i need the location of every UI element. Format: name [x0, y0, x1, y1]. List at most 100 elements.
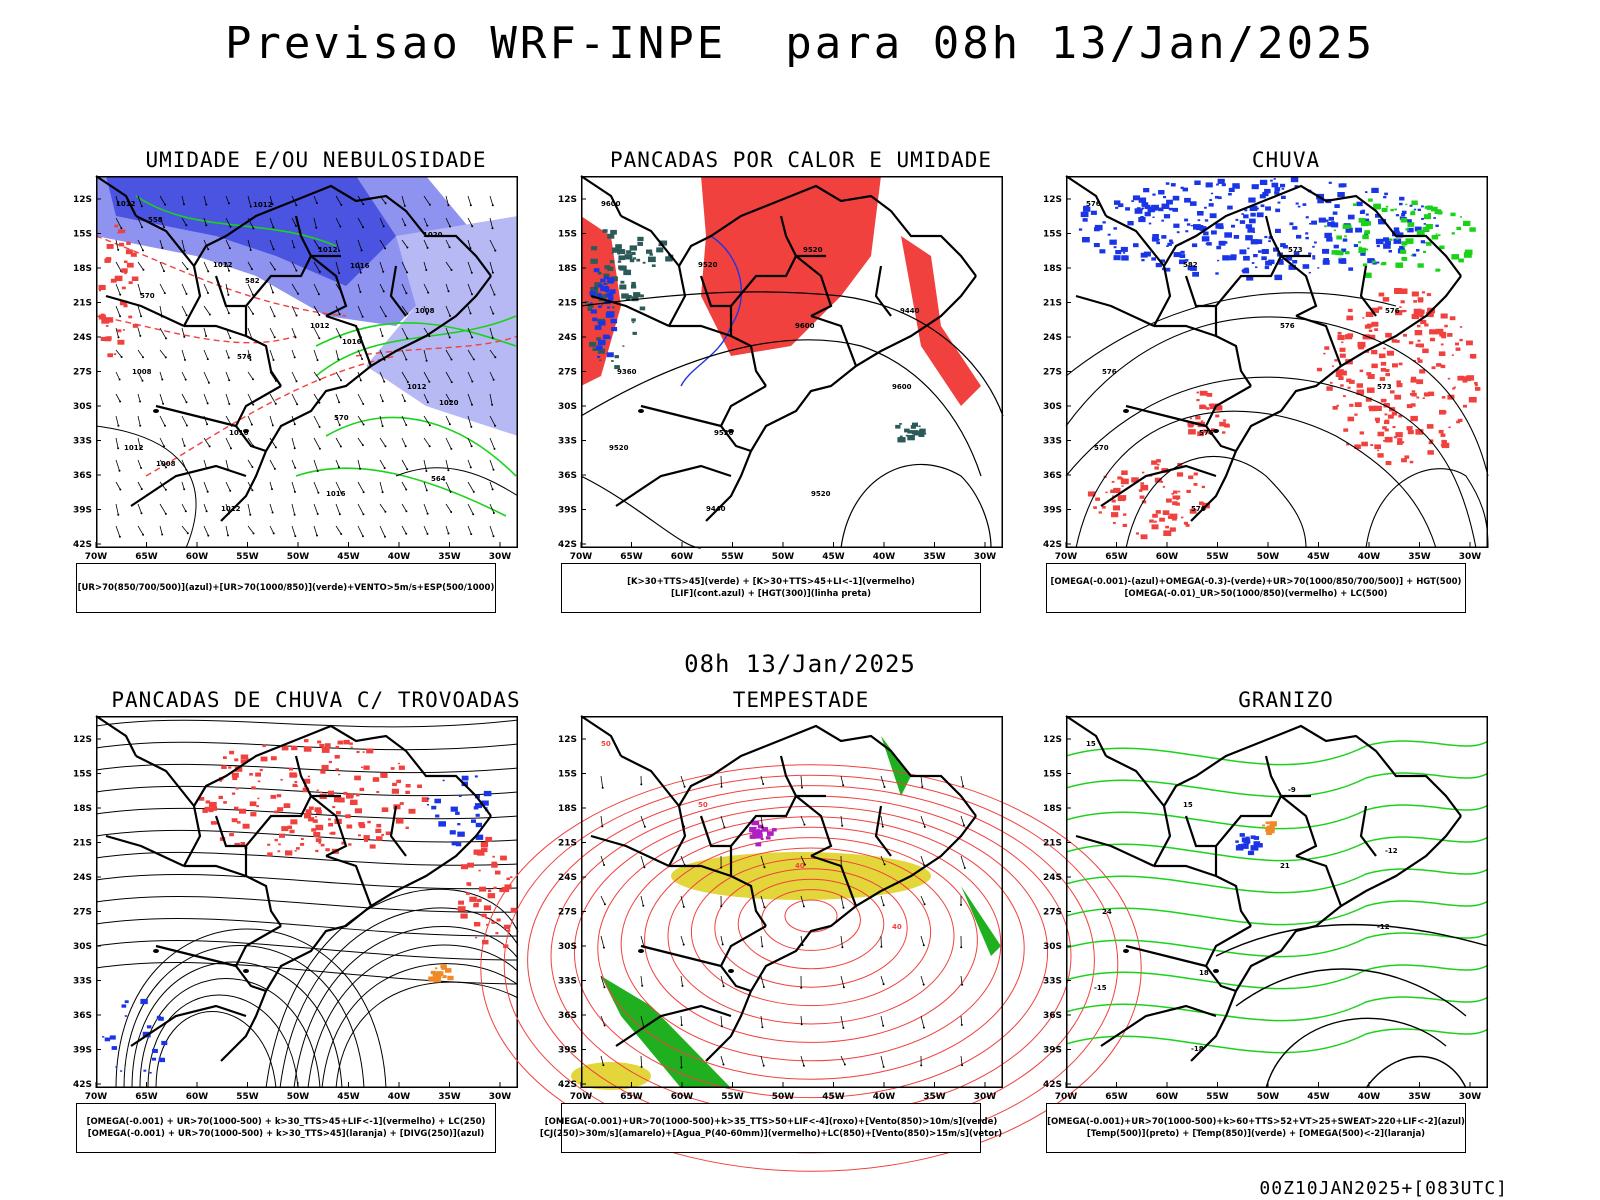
streamline: [155, 1011, 277, 1089]
wind-vector: [357, 437, 364, 446]
wind-vector: [159, 261, 165, 272]
omega-green: [1417, 263, 1424, 268]
temp850-contour: [1065, 996, 1489, 1022]
omega-green: [1431, 206, 1438, 212]
rain-red: [1435, 328, 1444, 335]
wind-vector-head: [381, 425, 384, 428]
instability-green: [590, 287, 599, 293]
thunderstorm-red: [480, 842, 489, 848]
wind-vector: [840, 1015, 844, 1028]
lat-label: 39S: [1043, 1046, 1062, 1056]
thunderstorm-red: [210, 806, 217, 811]
omega-orange: [1265, 821, 1270, 825]
wind-vector-head: [340, 491, 343, 494]
lat-label: 30S: [1043, 942, 1062, 952]
wind-vector: [760, 935, 763, 947]
wind-vector-head: [763, 866, 766, 869]
rain-red: [1403, 333, 1407, 337]
wind-vector: [181, 437, 185, 447]
instability-green: [646, 249, 653, 254]
omega-blue: [1273, 247, 1279, 252]
wind-vector-head: [491, 204, 494, 207]
wind-vector: [800, 775, 803, 788]
wind-vector: [291, 283, 299, 295]
wind-vector-head: [117, 424, 120, 427]
wind-vector-head: [362, 491, 365, 494]
omega-blue: [1360, 252, 1366, 256]
wind-vector: [467, 261, 473, 273]
contour-label: 18: [1199, 969, 1209, 977]
omega-blue: [1388, 250, 1392, 253]
omega-blue: [1337, 192, 1345, 198]
omega-green: [1335, 250, 1343, 256]
lifted-index-blue: [590, 290, 595, 294]
wind-vector-head: [117, 336, 120, 339]
rain-red: [1337, 335, 1345, 341]
omega-blue: [1083, 206, 1091, 212]
rain-red: [1095, 497, 1100, 501]
contour-label: 1008: [156, 460, 176, 468]
wind-vector-head: [882, 983, 885, 986]
rain-red: [1185, 523, 1190, 527]
omega-blue: [1228, 192, 1232, 196]
omega-blue: [1141, 207, 1144, 210]
lifted-index-blue: [607, 306, 611, 309]
thunderstorm-red: [300, 843, 305, 846]
omega-green: [1362, 263, 1368, 267]
wind-vector-head: [469, 312, 472, 315]
thunderstorm-red: [219, 779, 223, 782]
wind-vector-head: [362, 423, 365, 426]
rain-red: [1208, 403, 1213, 407]
omega-blue: [1385, 238, 1389, 241]
temp500-contour: [1265, 1017, 1447, 1089]
lat-label: 12S: [73, 735, 92, 745]
rain-red: [1330, 381, 1333, 384]
country-border: [1125, 404, 1207, 428]
wind-vector: [225, 305, 230, 314]
wind-vector-head: [801, 786, 803, 789]
wind-vector-head: [117, 248, 120, 251]
thunderstorm-red: [287, 825, 293, 829]
thunderstorm-red: [281, 826, 289, 832]
isobar: [395, 467, 519, 497]
country-border: [135, 755, 195, 807]
wind-vector-head: [447, 532, 450, 535]
rain-red: [1199, 404, 1206, 410]
rain-red: [1474, 384, 1478, 387]
map-frame: [581, 716, 1003, 1088]
lon-label: 70W: [570, 552, 593, 562]
lifted-index-blue: [611, 327, 618, 332]
wind-vector: [203, 283, 209, 294]
omega-blue: [1317, 267, 1320, 269]
lat-label: 30S: [558, 402, 577, 412]
wind-vector-head: [273, 268, 276, 271]
omega-blue: [1260, 204, 1265, 208]
wind-vector: [313, 415, 320, 428]
rain-red: [1119, 495, 1127, 501]
thunderstorm-red: [399, 802, 404, 805]
thunderstorm-red: [390, 767, 395, 770]
rain-red: [1410, 378, 1417, 383]
rain-red: [1455, 342, 1459, 346]
omega-blue: [1364, 218, 1370, 222]
wind-vector: [291, 437, 296, 449]
wind-vector-head: [340, 203, 343, 206]
omega-blue: [1324, 232, 1332, 239]
wind-vector: [489, 195, 494, 206]
rain-red: [1196, 391, 1200, 394]
thunderstorm-red: [262, 744, 266, 748]
rain-red: [1457, 375, 1465, 381]
lifted-index-blue: [594, 325, 602, 330]
wind-vector: [423, 349, 427, 361]
omega-blue: [1340, 183, 1347, 188]
divergence-blue: [483, 790, 492, 797]
contour-label: 50: [601, 740, 611, 748]
instability-green: [904, 428, 910, 433]
wind-vector: [640, 975, 643, 986]
lat-label: 36S: [1043, 1011, 1062, 1021]
omega-blue: [1217, 259, 1220, 262]
instability-green: [591, 246, 598, 251]
thunderstorm-red: [336, 811, 341, 815]
omega-blue: [1305, 236, 1309, 240]
rain-red: [1409, 460, 1414, 464]
